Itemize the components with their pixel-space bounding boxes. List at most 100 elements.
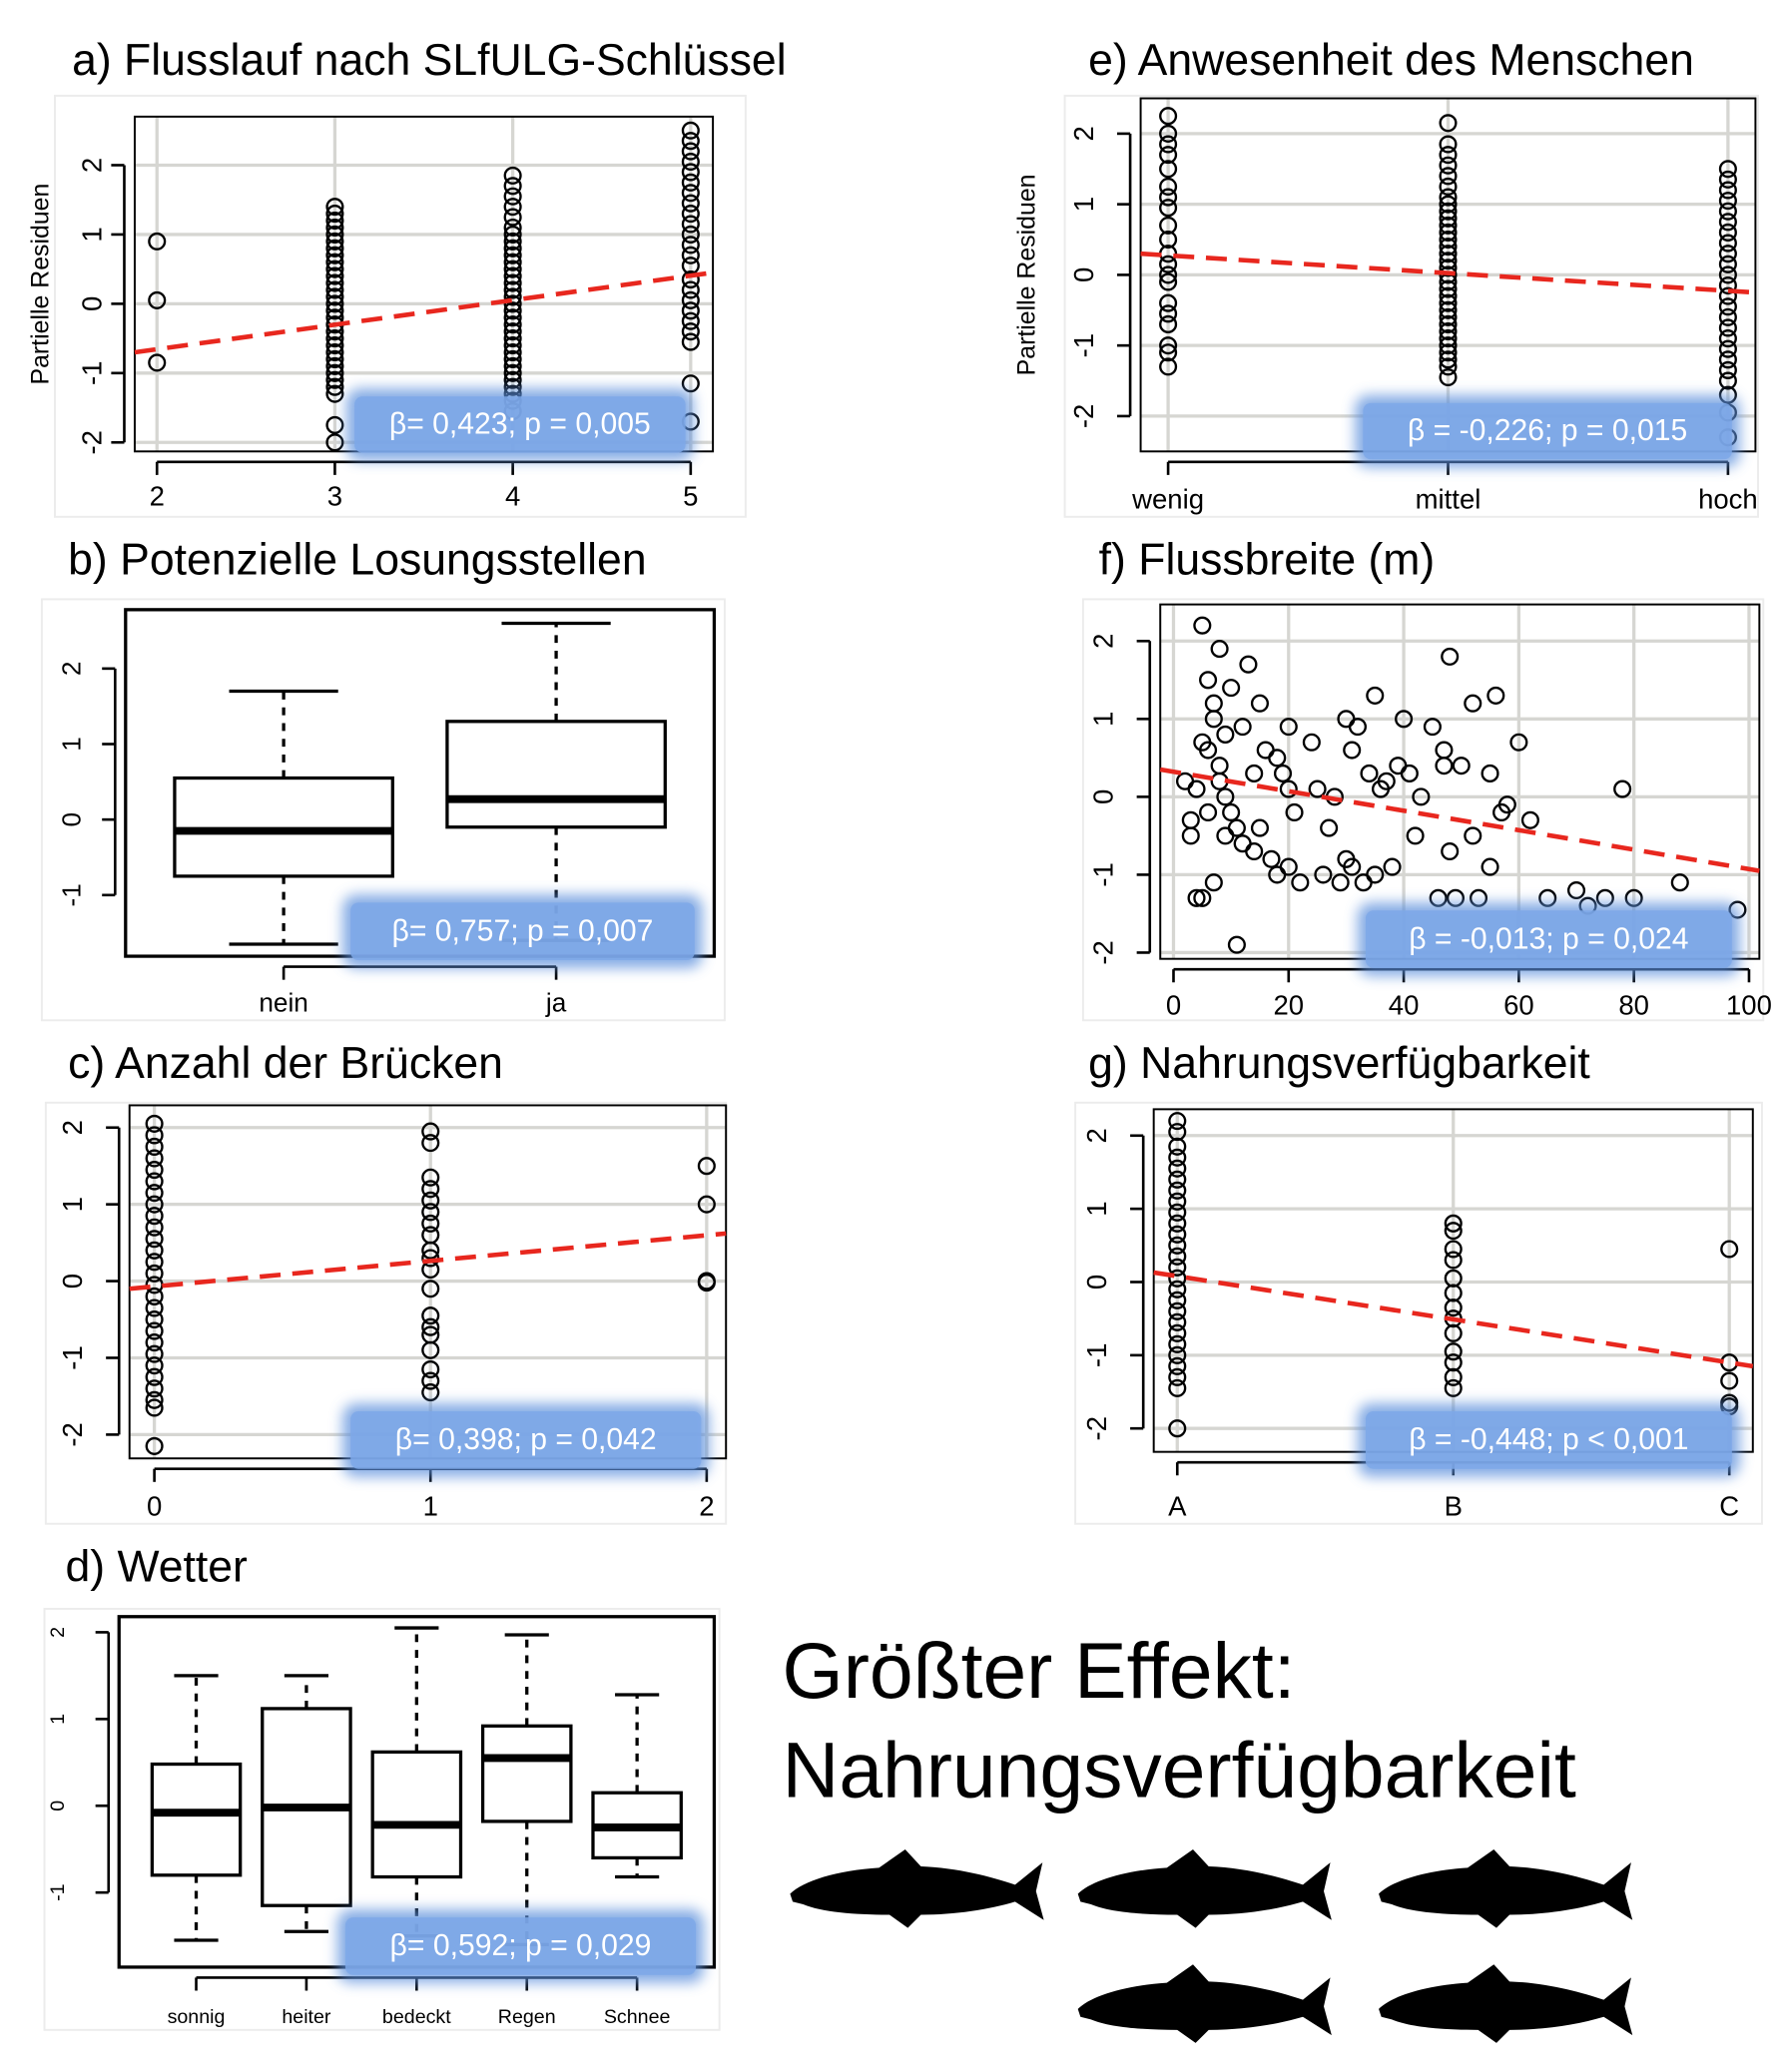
point — [1216, 826, 1235, 845]
point — [1227, 818, 1246, 837]
point — [1444, 1222, 1463, 1241]
point — [325, 280, 344, 299]
point — [325, 218, 344, 238]
point — [1159, 107, 1178, 126]
point — [1366, 865, 1385, 884]
point — [1439, 307, 1458, 326]
point — [1718, 245, 1737, 263]
point — [503, 342, 522, 362]
point — [1250, 694, 1270, 713]
point — [1168, 1269, 1187, 1288]
fish-icon — [1077, 1964, 1332, 2043]
point — [1181, 826, 1200, 845]
annotation: β= 0,757; p = 0,007 — [392, 914, 654, 947]
point — [1168, 1280, 1187, 1298]
point — [1718, 265, 1737, 284]
fit-line — [1140, 251, 1756, 295]
point — [1210, 640, 1229, 659]
annotation-box — [350, 902, 695, 961]
point — [1439, 209, 1458, 228]
point — [325, 370, 344, 389]
y-tick-label: 2 — [57, 1120, 88, 1135]
point — [1159, 304, 1178, 323]
x-tick-label: 4 — [505, 481, 520, 512]
panel-title: d) Wetter — [66, 1542, 249, 1591]
point — [503, 225, 522, 244]
x-tick-label: sonnig — [168, 2006, 226, 2028]
point — [1718, 350, 1737, 369]
panel-title: g) Nahrungsverfügbarkeit — [1088, 1039, 1590, 1088]
point — [503, 187, 522, 206]
point — [1262, 849, 1281, 868]
point — [145, 1207, 164, 1226]
point — [1279, 779, 1298, 798]
point — [697, 1195, 716, 1214]
point — [503, 280, 522, 299]
y-tick-label: 0 — [56, 812, 86, 827]
point — [1439, 245, 1458, 263]
x-tick-label: 0 — [1166, 989, 1181, 1020]
point — [1168, 1378, 1187, 1397]
x-tick-label: 2 — [150, 481, 165, 512]
point — [325, 266, 344, 285]
point — [1718, 360, 1737, 379]
point — [681, 290, 700, 309]
x-tick-label: 5 — [683, 481, 698, 512]
point — [1439, 293, 1458, 312]
point — [1439, 252, 1458, 270]
point — [1354, 873, 1373, 892]
y-tick-label: -2 — [77, 430, 108, 454]
point — [1308, 779, 1327, 798]
point — [1168, 1225, 1187, 1244]
point — [1168, 1159, 1187, 1178]
point — [1718, 371, 1737, 390]
point — [325, 205, 344, 224]
point — [1320, 818, 1339, 837]
point — [421, 1317, 440, 1336]
point — [1279, 857, 1298, 876]
x-tick-label: A — [1168, 1490, 1187, 1521]
x-tick-label: hoch — [1698, 483, 1758, 514]
y-axis-label: Partielle Residuen — [27, 184, 55, 385]
point — [1718, 339, 1737, 358]
y-tick-label: -1 — [1068, 333, 1099, 357]
point — [145, 1241, 164, 1260]
point — [145, 1126, 164, 1145]
point — [1168, 1419, 1187, 1438]
point — [1444, 1298, 1463, 1317]
fit-line — [1153, 1270, 1754, 1369]
point — [1439, 350, 1458, 369]
point — [145, 1114, 164, 1133]
point — [1187, 779, 1206, 798]
point — [1444, 1214, 1463, 1233]
point — [1439, 230, 1458, 250]
point — [1168, 1356, 1187, 1375]
point — [148, 353, 167, 372]
y-tick-label: 1 — [1081, 1201, 1112, 1216]
point — [1718, 234, 1737, 253]
y-tick-label: 0 — [77, 296, 108, 311]
fish-icon — [790, 1849, 1044, 1928]
point — [1718, 213, 1737, 232]
point — [1481, 857, 1499, 876]
x-tick-label: ja — [545, 987, 567, 1017]
point — [503, 308, 522, 327]
point — [1285, 802, 1304, 822]
x-tick-label: 60 — [1503, 989, 1534, 1020]
point — [681, 270, 700, 289]
point — [1159, 265, 1178, 284]
point — [1168, 1312, 1187, 1331]
point — [1439, 286, 1458, 305]
point — [145, 1253, 164, 1272]
point — [1439, 202, 1458, 221]
point — [148, 232, 167, 251]
point — [681, 121, 700, 140]
point — [1168, 1192, 1187, 1211]
point — [325, 253, 344, 271]
point — [503, 370, 522, 389]
point — [325, 239, 344, 258]
point — [1497, 795, 1516, 814]
point — [1486, 686, 1505, 705]
point — [1343, 857, 1362, 876]
